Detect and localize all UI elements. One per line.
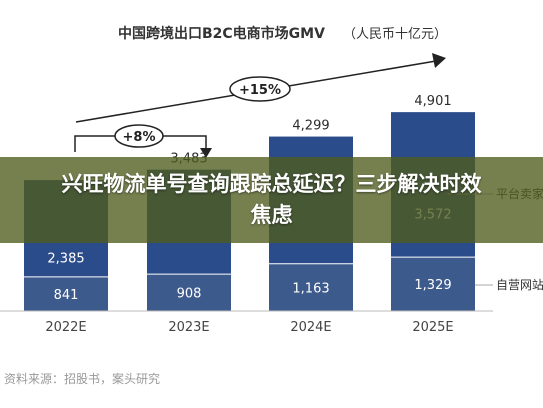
- chart-title: 中国跨境出口B2C电商市场GMV: [118, 25, 325, 42]
- overlay-banner: 兴旺物流单号查询跟踪总延迟？三步解决时效焦虑: [0, 157, 543, 243]
- x-tick-2025E: 2025E: [412, 320, 453, 335]
- label-self-operated-2025E: 1,329: [414, 278, 451, 293]
- total-label-2024E: 4,299: [292, 119, 329, 134]
- total-label-2025E: 4,901: [414, 94, 451, 109]
- growth-arrows: +8% +15%: [74, 53, 446, 158]
- chart-title-group: 中国跨境出口B2C电商市场GMV （人民币十亿元）: [118, 25, 447, 42]
- label-self-operated-2024E: 1,163: [292, 281, 329, 296]
- bar-self-operated-2024E: [269, 263, 353, 311]
- bar-self-operated-2025E: [391, 257, 475, 311]
- growth-label-8: +8%: [123, 130, 156, 145]
- x-tick-2022E: 2022E: [45, 320, 86, 335]
- growth-arrowhead-8: [200, 148, 212, 158]
- x-tick-2023E: 2023E: [168, 320, 209, 335]
- overlay-banner-text: 兴旺物流单号查询跟踪总延迟？三步解决时效焦虑: [61, 172, 482, 227]
- label-platform-2022E: 2,385: [47, 251, 84, 266]
- label-self-operated-2022E: 841: [54, 288, 79, 303]
- bar-self-operated-2022E: [24, 276, 108, 311]
- source-note: 资料来源：招股书，案头研究: [4, 371, 160, 386]
- growth-badge-8: [114, 124, 164, 148]
- growth-arrowhead-15: [432, 53, 446, 68]
- chart-unit: （人民币十亿元）: [343, 27, 447, 42]
- growth-badge-15: [229, 76, 291, 102]
- legend-label-self-operated: 自营网站: [496, 278, 543, 292]
- growth-label-15: +15%: [239, 83, 281, 98]
- x-tick-2024E: 2024E: [290, 320, 331, 335]
- x-axis-ticks: 2022E 2023E 2024E 2025E: [45, 320, 453, 335]
- bar-self-operated-2023E: [147, 274, 231, 311]
- label-self-operated-2023E: 908: [177, 287, 202, 302]
